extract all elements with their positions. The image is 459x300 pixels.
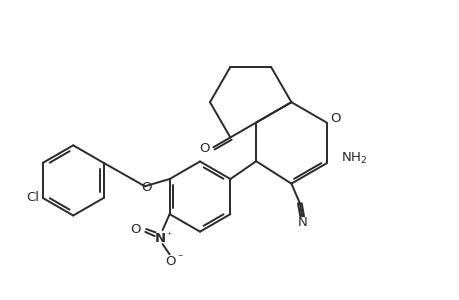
- Text: Cl: Cl: [26, 191, 39, 204]
- Text: $^+$: $^+$: [165, 230, 173, 239]
- Text: NH$_2$: NH$_2$: [340, 151, 366, 166]
- Text: N: N: [154, 232, 166, 245]
- Text: N: N: [297, 216, 307, 229]
- Text: O: O: [130, 223, 141, 236]
- Text: O: O: [199, 142, 209, 155]
- Text: O: O: [329, 112, 340, 125]
- Text: O: O: [165, 255, 175, 268]
- Text: O: O: [141, 181, 151, 194]
- Text: $^-$: $^-$: [176, 252, 184, 261]
